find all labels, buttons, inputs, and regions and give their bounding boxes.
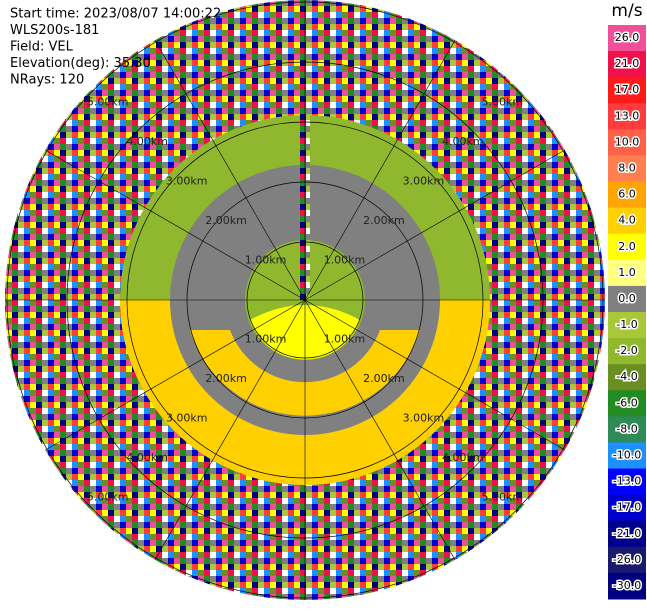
range-label: 1.00km xyxy=(245,332,287,345)
spoke xyxy=(154,40,306,301)
colorbar-label: 1.0 xyxy=(618,266,636,279)
colorbar-segment xyxy=(608,259,646,287)
range-label: 5.00km xyxy=(87,490,129,503)
colorbar-label: -21.0 xyxy=(613,527,641,540)
colorbar-segment xyxy=(608,129,646,156)
colorbar-label: 8.0 xyxy=(618,162,636,175)
colorbar-segment xyxy=(608,312,646,339)
colorbar-segment xyxy=(608,442,646,470)
colorbar-segment xyxy=(608,572,646,600)
colorbar-label: 21.0 xyxy=(615,57,640,70)
colorbar-segment xyxy=(608,468,646,496)
range-label: 3.00km xyxy=(166,175,208,188)
colorbar-segment xyxy=(608,103,646,130)
range-label: 4.00km xyxy=(442,135,484,148)
colorbar-label: -17.0 xyxy=(613,501,641,514)
range-label: 1.00km xyxy=(324,254,366,267)
colorbar-segment xyxy=(608,416,646,443)
colorbar-label: 4.0 xyxy=(618,214,636,227)
range-label: 2.00km xyxy=(363,372,405,385)
colorbar-label: -13.0 xyxy=(613,475,641,488)
colorbar-label: 2.0 xyxy=(618,240,636,253)
range-label: 3.00km xyxy=(403,175,445,188)
range-label: 5.00km xyxy=(87,96,129,109)
colorbar-segment xyxy=(608,494,646,522)
colorbar-label: 26.0 xyxy=(615,31,640,44)
spoke xyxy=(304,149,565,301)
colorbar-segment xyxy=(608,285,646,313)
colorbar-label: -6.0 xyxy=(616,396,637,409)
spoke xyxy=(45,299,306,451)
colorbar-label: -30.0 xyxy=(613,579,641,592)
colorbar-segment xyxy=(608,25,646,52)
range-label: 2.00km xyxy=(363,214,405,227)
colorbar-segment xyxy=(608,338,646,365)
range-label: 1.00km xyxy=(324,332,366,345)
colorbar-label: -4.0 xyxy=(616,370,637,383)
header-line: Elevation(deg): 35.30 xyxy=(10,56,151,71)
spoke xyxy=(154,299,306,560)
colorbar-segment xyxy=(608,364,646,391)
colorbar-label: -1.0 xyxy=(616,318,637,331)
range-label: 5.00km xyxy=(481,490,523,503)
header-line: NRays: 120 xyxy=(10,73,84,88)
spoke xyxy=(45,149,306,301)
colorbar-label: -26.0 xyxy=(613,553,641,566)
range-label: 2.00km xyxy=(205,214,247,227)
range-label: 3.00km xyxy=(166,411,208,424)
colorbar-segment xyxy=(608,155,646,183)
field-band xyxy=(190,330,420,416)
colorbar-segment xyxy=(608,233,646,261)
colorbar-label: -10.0 xyxy=(613,449,641,462)
range-label: 4.00km xyxy=(126,451,168,464)
colorbar-label: 6.0 xyxy=(618,188,636,201)
colorbar-segment xyxy=(608,207,646,235)
colorbar-segment xyxy=(608,520,646,548)
colorbar-label: -2.0 xyxy=(616,344,637,357)
colorbar-segment xyxy=(608,77,646,104)
range-label: 3.00km xyxy=(403,411,445,424)
colorbar-segment xyxy=(608,390,646,417)
range-label: 1.00km xyxy=(245,254,287,267)
range-label: 4.00km xyxy=(442,451,484,464)
header-line: Field: VEL xyxy=(10,40,74,55)
colorbar-segment xyxy=(608,181,646,209)
range-label: 2.00km xyxy=(205,372,247,385)
colorbar-label: 13.0 xyxy=(615,109,640,122)
colorbar-label: -8.0 xyxy=(616,422,637,435)
colorbar-segment xyxy=(608,51,646,78)
header-line: WLS200s-181 xyxy=(10,23,99,38)
colorbar-label: 17.0 xyxy=(615,83,640,96)
range-label: 5.00km xyxy=(481,96,523,109)
spoke xyxy=(304,299,565,451)
colorbar-segment xyxy=(608,546,646,574)
header-line: Start time: 2023/08/07 14:00:22 xyxy=(10,7,221,22)
colorbar-unit: m/s xyxy=(611,1,642,21)
spoke xyxy=(304,299,456,560)
range-label: 4.00km xyxy=(126,135,168,148)
colorbar-label: 10.0 xyxy=(615,135,640,148)
spoke xyxy=(304,40,456,301)
colorbar-label: 0.0 xyxy=(618,292,636,305)
